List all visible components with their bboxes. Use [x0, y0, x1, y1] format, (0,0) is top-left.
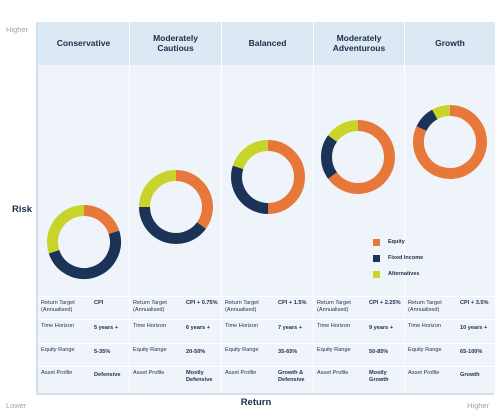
row-label-return-target: Return Target (Annualised) [408, 300, 442, 313]
donut-slice-balanced-alternatives [232, 140, 269, 170]
asset-profile-value: Mostly Defensive [186, 370, 213, 383]
row-label-return-target: Return Target (Annualised) [133, 300, 167, 313]
table-divider [38, 366, 495, 367]
y-axis-title: Risk [12, 204, 33, 215]
y-axis-line [36, 22, 38, 394]
column-divider [404, 22, 405, 393]
x-axis-higher-label: Higher [467, 401, 490, 410]
return-target-value: CPI + 1.5% [278, 300, 307, 306]
donut-slice-moderately-cautious-alternatives [139, 170, 177, 208]
row-label-return-target: Return Target (Annualised) [225, 300, 259, 313]
row-label-equity-range: Equity Range [317, 347, 351, 353]
column-header-moderately-adventurous: Moderately Adventurous [314, 22, 404, 65]
column-divider [221, 22, 222, 393]
donut-slice-moderately-adventurous-fixed-income [321, 135, 338, 179]
return-target-value: CPI + 3.5% [460, 300, 489, 306]
legend-label: Equity [388, 239, 405, 245]
donut-slice-moderately-adventurous-equity [328, 120, 395, 194]
row-label-return-target: Return Target (Annualised) [41, 300, 75, 313]
row-label-time-horizon: Time Horizon [317, 323, 351, 329]
donut-slice-growth-alternatives [432, 105, 451, 120]
donut-slice-moderately-cautious-equity [175, 170, 213, 229]
profile-name: Growth [435, 37, 465, 48]
donut-slice-balanced-equity [267, 140, 305, 214]
asset-profile-value: Mostly Growth [369, 370, 389, 383]
equity-range-value: 20-50% [186, 349, 206, 355]
profile-name: Conservative [56, 37, 111, 48]
asset-profile-value: Defensive [94, 372, 121, 378]
donut-slice-conservative-alternatives [47, 205, 85, 254]
asset-profile-value: Growth [460, 372, 480, 378]
profile-name: Moderately Cautious [153, 32, 198, 53]
equity-range-value: 65-100% [460, 349, 483, 355]
return-target-value: CPI + 2.25% [369, 300, 401, 306]
equity-range-value: 35-65% [278, 349, 298, 355]
table-divider [38, 296, 495, 297]
table-divider [38, 319, 495, 320]
row-label-asset-profile: Asset Profile [225, 370, 257, 376]
row-label-asset-profile: Asset Profile [133, 370, 165, 376]
legend-label: Fixed Income [388, 255, 424, 261]
time-horizon-value: 9 years + [369, 325, 394, 331]
time-horizon-value: 6 years + [186, 325, 211, 331]
equity-range-value: 5-35% [94, 349, 111, 355]
asset-profile-value: Growth & Defensive [278, 370, 305, 383]
donut-slice-moderately-cautious-fixed-income [139, 206, 206, 244]
profile-name: Moderately Adventurous [332, 32, 386, 53]
equity-range-value: 50-85% [369, 349, 389, 355]
time-horizon-value: 7 years + [278, 325, 303, 331]
row-label-time-horizon: Time Horizon [41, 323, 75, 329]
donut-slice-conservative-equity [83, 205, 120, 235]
column-header-growth: Growth [405, 22, 495, 65]
donut-slice-growth-fixed-income [416, 109, 438, 132]
column-header-conservative: Conservative [38, 22, 129, 65]
row-label-equity-range: Equity Range [41, 347, 75, 353]
donut-slice-growth-equity [413, 105, 487, 179]
donut-slice-balanced-fixed-income [231, 165, 269, 214]
legend-item-equity: Equity [373, 236, 483, 248]
row-label-equity-range: Equity Range [133, 347, 167, 353]
x-axis-lower-label: Lower [6, 401, 27, 410]
legend-item-alternatives: Alternatives [373, 268, 483, 280]
column-divider [313, 22, 314, 393]
row-label-asset-profile: Asset Profile [41, 370, 73, 376]
row-label-equity-range: Equity Range [225, 347, 259, 353]
return-target-value: CPI [94, 300, 104, 306]
row-label-time-horizon: Time Horizon [133, 323, 167, 329]
legend-swatch [373, 254, 380, 262]
row-label-equity-range: Equity Range [408, 347, 442, 353]
column-header-balanced: Balanced [222, 22, 313, 65]
profile-name: Balanced [248, 37, 287, 48]
return-target-value: CPI + 0.75% [186, 300, 218, 306]
donut-slice-moderately-adventurous-alternatives [328, 120, 359, 142]
column-header-moderately-cautious: Moderately Cautious [130, 22, 221, 65]
x-axis-line [36, 393, 494, 395]
row-label-time-horizon: Time Horizon [225, 323, 259, 329]
y-axis-higher-label: Higher [6, 25, 29, 34]
time-horizon-value: 10 years + [460, 325, 488, 331]
legend-item-fixed-income: Fixed Income [373, 252, 483, 264]
row-label-asset-profile: Asset Profile [408, 370, 440, 376]
column-divider [129, 22, 130, 393]
row-label-time-horizon: Time Horizon [408, 323, 442, 329]
row-label-return-target: Return Target (Annualised) [317, 300, 351, 313]
time-horizon-value: 5 years + [94, 325, 119, 331]
profile-info-table: Return Target (Annualised) CPI Time Hori… [38, 296, 495, 393]
legend-swatch [373, 238, 380, 246]
legend-label: Alternatives [388, 271, 420, 277]
row-label-asset-profile: Asset Profile [317, 370, 349, 376]
table-divider [38, 343, 495, 344]
legend-swatch [373, 270, 380, 278]
x-axis-title: Return [240, 397, 272, 408]
donut-slice-conservative-fixed-income [48, 230, 121, 279]
